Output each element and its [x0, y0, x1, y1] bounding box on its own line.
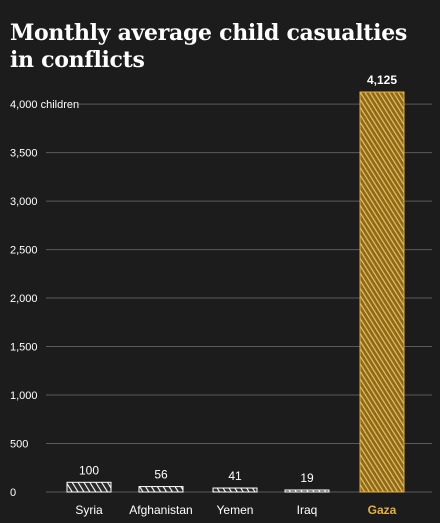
value-label-afghanistan: 56	[154, 468, 168, 482]
labels-layer: 100 Syria 56 Afghanistan 41 Yemen 19 Iraq 4,125 G…	[75, 73, 397, 517]
bar-iraq	[284, 489, 330, 493]
bar-yemen	[212, 487, 258, 493]
y-tick-label: 3,500	[10, 148, 38, 160]
y-tick-label: 4,000 children	[10, 99, 79, 111]
y-tick-label: 1,000	[10, 390, 38, 402]
bar-syria	[66, 481, 112, 493]
y-tick-label: 500	[10, 439, 28, 451]
category-label-gaza: Gaza	[368, 503, 397, 517]
category-label-syria: Syria	[75, 503, 103, 517]
bars-layer	[66, 91, 405, 493]
bar-afghanistan	[138, 486, 184, 493]
y-tick-label: 2,000	[10, 293, 38, 305]
category-label-yemen: Yemen	[217, 503, 254, 517]
bar-gaza	[359, 91, 405, 493]
value-label-iraq: 19	[300, 471, 314, 485]
chart-title: Monthly average child casualties in conf…	[10, 20, 407, 73]
y-tick-label: 0	[10, 487, 16, 499]
category-label-afghanistan: Afghanistan	[129, 503, 192, 517]
value-label-yemen: 41	[228, 469, 242, 483]
y-tick-label: 3,000	[10, 196, 38, 208]
y-tick-label: 2,500	[10, 245, 38, 257]
value-label-gaza: 4,125	[367, 73, 397, 87]
category-label-iraq: Iraq	[297, 503, 318, 517]
y-tick-label: 1,500	[10, 342, 38, 354]
value-label-syria: 100	[79, 463, 99, 477]
